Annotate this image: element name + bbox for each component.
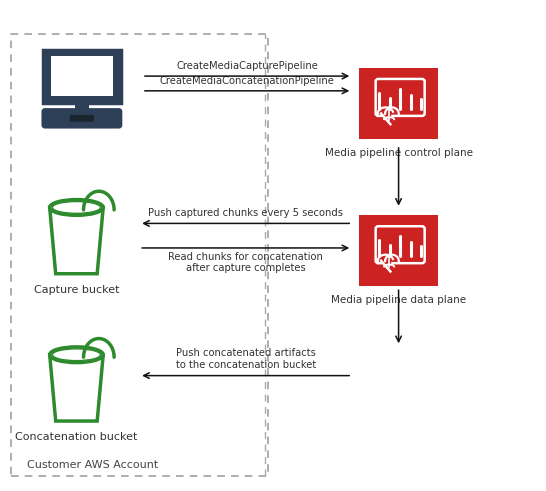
Text: Push captured chunks every 5 seconds: Push captured chunks every 5 seconds (148, 208, 343, 218)
FancyBboxPatch shape (43, 50, 121, 103)
Ellipse shape (52, 349, 100, 360)
Polygon shape (381, 261, 390, 272)
FancyBboxPatch shape (359, 68, 438, 139)
Text: Capture bucket: Capture bucket (34, 285, 119, 295)
Text: Push concatenated artifacts
to the concatenation bucket: Push concatenated artifacts to the conca… (176, 348, 316, 370)
FancyBboxPatch shape (359, 215, 438, 286)
FancyBboxPatch shape (70, 115, 94, 122)
FancyBboxPatch shape (43, 109, 121, 127)
Ellipse shape (50, 347, 103, 362)
Text: Customer AWS Account: Customer AWS Account (27, 461, 158, 470)
Text: Read chunks for concatenation
after capture completes: Read chunks for concatenation after capt… (168, 252, 323, 273)
Ellipse shape (50, 200, 103, 215)
Text: Media pipeline data plane: Media pipeline data plane (331, 295, 466, 305)
Ellipse shape (52, 201, 100, 213)
FancyBboxPatch shape (50, 56, 114, 96)
Text: Concatenation bucket: Concatenation bucket (15, 432, 138, 442)
Text: Media pipeline control plane: Media pipeline control plane (324, 148, 473, 158)
Polygon shape (381, 113, 390, 124)
Text: CreateMediaConcatenationPipeline: CreateMediaConcatenationPipeline (159, 76, 335, 86)
Text: CreateMediaCapturePipeline: CreateMediaCapturePipeline (176, 61, 318, 71)
FancyBboxPatch shape (75, 101, 88, 111)
